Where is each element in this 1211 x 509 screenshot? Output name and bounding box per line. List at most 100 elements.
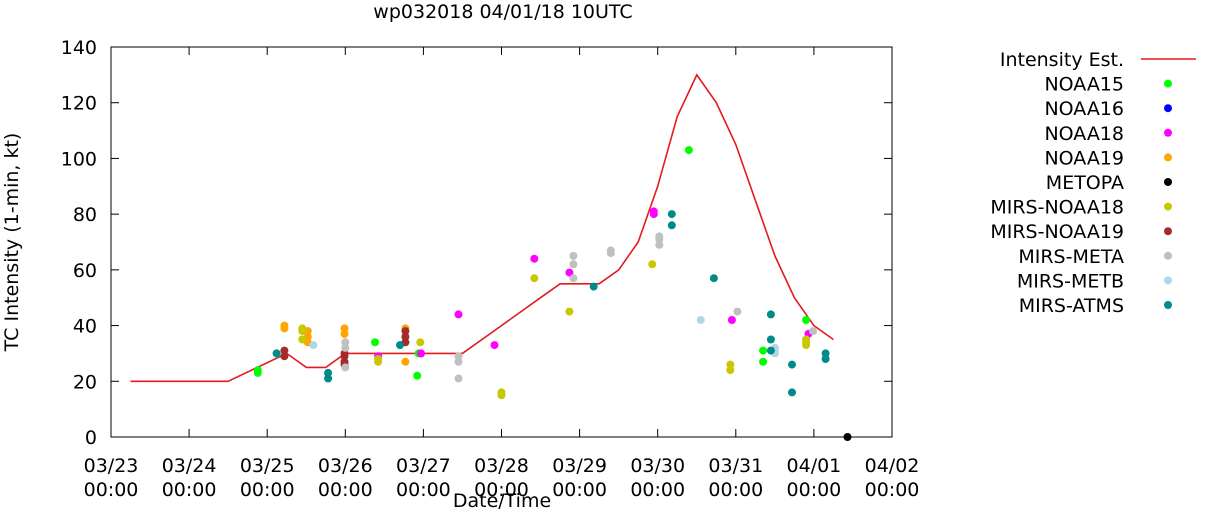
point-mirs-meta	[341, 363, 350, 372]
point-noaa19	[280, 324, 289, 333]
x-tick-label-date: 04/01	[787, 455, 842, 477]
point-mirs-atms	[589, 282, 598, 291]
legend-marker-mirs-noaa19	[1164, 227, 1172, 236]
y-tick-label: 120	[61, 93, 97, 115]
x-tick-label-time: 00:00	[396, 479, 451, 501]
point-noaa18	[454, 310, 463, 319]
point-noaa15	[684, 146, 693, 155]
x-tick-label-time: 00:00	[240, 479, 295, 501]
x-tick-label-time: 00:00	[474, 479, 529, 501]
x-axis-label: Date/Time	[453, 490, 551, 509]
point-mirs-noaa18	[565, 307, 574, 316]
legend-label-intensity: Intensity Est.	[1000, 49, 1124, 71]
point-mirs-atms	[396, 341, 404, 350]
point-mirs-atms	[766, 346, 775, 355]
legend-marker-noaa19	[1164, 153, 1172, 162]
point-mirs-atms	[788, 388, 796, 397]
point-noaa19	[401, 357, 410, 366]
point-mirs-noaa18	[648, 260, 657, 269]
point-mirs-noaa18	[416, 338, 425, 347]
point-mirs-metb	[309, 341, 318, 350]
point-noaa15	[759, 357, 768, 366]
point-mirs-noaa18	[530, 274, 539, 283]
legend-label-mirs-atms: MIRS-ATMS	[1019, 295, 1124, 317]
legend-marker-noaa16	[1164, 104, 1172, 113]
point-mirs-atms	[766, 335, 775, 344]
legend-marker-noaa15	[1164, 79, 1172, 88]
point-mirs-atms	[766, 310, 775, 319]
point-mirs-meta	[569, 260, 578, 269]
point-mirs-atms	[821, 355, 830, 363]
x-tick-label-time: 00:00	[162, 479, 217, 501]
x-tick-label-date: 03/26	[318, 455, 373, 477]
x-tick-label-date: 03/24	[162, 455, 217, 477]
point-mirs-noaa18	[374, 357, 383, 366]
point-mirs-meta	[454, 357, 463, 366]
legend-marker-mirs-meta	[1164, 251, 1172, 260]
point-noaa15	[759, 346, 768, 355]
point-mirs-noaa19	[280, 346, 289, 355]
point-mirs-meta	[733, 307, 742, 316]
point-mirs-noaa19	[401, 332, 410, 341]
legend-label-mirs-noaa19: MIRS-NOAA19	[990, 221, 1124, 243]
x-tick-label-date: 03/23	[84, 455, 139, 477]
point-noaa18	[530, 254, 539, 263]
x-tick-label-time: 00:00	[84, 479, 139, 501]
x-tick-label-time: 00:00	[708, 479, 763, 501]
x-tick-label-time: 00:00	[630, 479, 685, 501]
y-tick-label: 20	[73, 371, 97, 393]
point-noaa19	[340, 329, 349, 338]
point-mirs-meta	[341, 343, 350, 352]
point-mirs-atms	[667, 221, 676, 230]
legend-label-noaa15: NOAA15	[1044, 74, 1124, 96]
legend-label-noaa16: NOAA16	[1044, 98, 1124, 120]
x-tick-label-date: 03/25	[240, 455, 295, 477]
legend-marker-noaa18	[1164, 128, 1172, 137]
legend-label-metopa: METOPA	[1046, 172, 1124, 194]
point-mirs-meta	[809, 327, 818, 336]
point-noaa18	[490, 341, 499, 350]
x-tick-label-time: 00:00	[318, 479, 373, 501]
x-tick-label-date: 03/28	[474, 455, 529, 477]
point-noaa15	[413, 371, 422, 380]
x-tick-label-time: 00:00	[787, 479, 842, 501]
y-tick-label: 100	[61, 148, 97, 170]
point-mirs-meta	[569, 274, 578, 283]
legend-label-noaa18: NOAA18	[1044, 123, 1124, 145]
point-noaa19	[340, 324, 349, 333]
legend-label-mirs-metb: MIRS-METB	[1017, 270, 1124, 292]
point-mirs-atms	[821, 349, 830, 358]
point-mirs-atms	[709, 274, 718, 283]
point-noaa15	[802, 316, 811, 324]
x-tick-label-date: 03/31	[708, 455, 763, 477]
intensity-line	[130, 73, 834, 383]
legend-label-mirs-meta: MIRS-META	[1018, 246, 1124, 268]
point-mirs-noaa18	[497, 391, 506, 400]
point-mirs-meta	[341, 338, 350, 347]
y-axis-label: TC Intensity (1-min, kt)	[1, 133, 23, 353]
point-mirs-meta	[454, 352, 463, 361]
point-mirs-meta	[655, 235, 664, 244]
point-mirs-atms	[324, 368, 333, 377]
legend-marker-mirs-metb	[1164, 276, 1172, 285]
point-mirs-noaa18	[298, 335, 307, 344]
x-tick-label-date: 03/30	[630, 455, 685, 477]
plot-frame	[110, 46, 893, 438]
point-mirs-atms	[272, 349, 281, 358]
point-noaa18	[417, 349, 426, 358]
point-mirs-atms	[788, 360, 796, 369]
point-mirs-atms	[324, 374, 333, 383]
point-mirs-noaa18	[726, 360, 735, 369]
legend-marker-metopa	[1164, 178, 1172, 186]
point-mirs-noaa19	[280, 352, 289, 361]
x-tick-label-date: 04/02	[865, 455, 920, 477]
point-mirs-meta	[655, 240, 664, 249]
legend-label-mirs-noaa18: MIRS-NOAA18	[990, 197, 1124, 219]
point-mirs-noaa18	[726, 366, 735, 375]
point-mirs-noaa18	[802, 335, 811, 344]
point-mirs-atms	[667, 210, 676, 219]
point-noaa15	[253, 368, 262, 377]
point-noaa18	[649, 210, 658, 219]
point-mirs-meta	[569, 251, 578, 260]
